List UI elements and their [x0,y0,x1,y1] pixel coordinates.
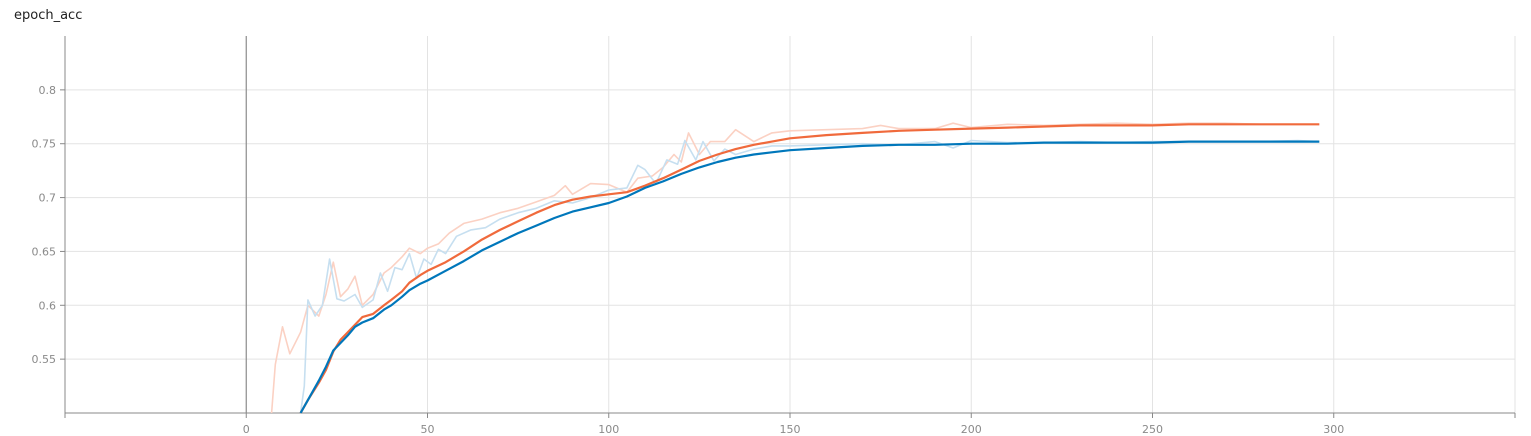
y-tick-label: 0.65 [32,245,57,258]
y-tick-label: 0.7 [39,192,57,205]
axes [60,36,1516,418]
y-tick-labels: 0.55 0.6 0.65 0.7 0.75 0.8 [32,84,57,366]
series-0-smoothed-line [299,123,1320,414]
y-tick-label: 0.75 [32,138,57,151]
smoothed-series-lines [299,123,1320,414]
raw-series-lines [270,122,1320,414]
grid-lines [65,36,1516,413]
series-1-smoothed-line [299,140,1320,414]
x-tick-label: 50 [421,423,435,436]
x-tick-label: 0 [243,423,250,436]
y-tick-label: 0.8 [39,84,57,97]
x-tick-label: 300 [1323,423,1344,436]
series-0-raw-line [270,122,1320,414]
chart-title: epoch_acc [14,8,83,23]
series-1-raw-line [299,139,1320,414]
y-tick-label: 0.6 [39,299,57,312]
y-tick-label: 0.55 [32,353,57,366]
x-tick-labels: 0 50 100 150 200 250 300 [243,423,1345,436]
x-tick-label: 200 [961,423,982,436]
x-tick-label: 150 [780,423,801,436]
x-tick-label: 100 [598,423,619,436]
x-tick-label: 250 [1142,423,1163,436]
